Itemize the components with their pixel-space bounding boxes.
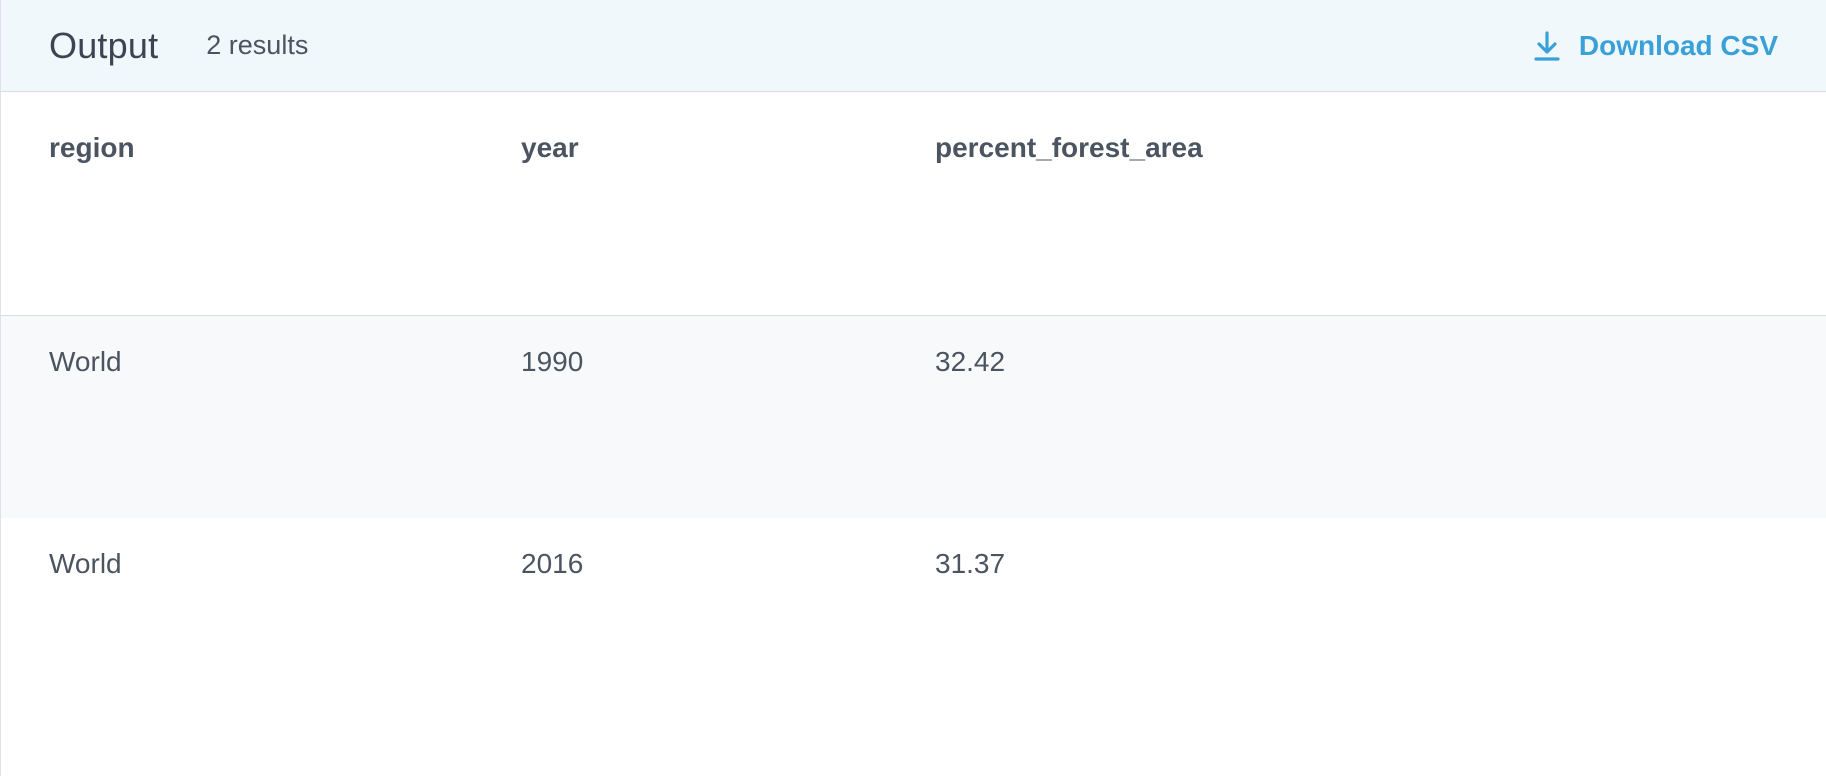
download-icon — [1533, 29, 1561, 63]
cell-year: 1990 — [521, 346, 584, 377]
result-count: 2 results — [206, 30, 309, 60]
download-csv-label: Download CSV — [1578, 29, 1778, 61]
column-header-percent-forest-area: percent_forest_area — [935, 132, 1203, 163]
cell-percent-forest-area: 31.37 — [935, 548, 1006, 579]
cell-region: World — [49, 346, 122, 377]
column-header-year: year — [521, 132, 579, 163]
output-header: Output 2 results Download CSV — [1, 0, 1826, 92]
cell-percent-forest-area: 32.42 — [935, 346, 1006, 377]
output-title: Output — [49, 24, 159, 66]
cell-region: World — [49, 548, 122, 579]
column-header-region: region — [49, 132, 135, 163]
cell-year: 2016 — [521, 548, 584, 579]
table-row: World 2016 31.37 — [1, 518, 1826, 720]
table-row: World 1990 32.42 — [1, 316, 1826, 518]
download-csv-button[interactable]: Download CSV — [1533, 29, 1778, 63]
results-table: region year percent_forest_area World 19… — [1, 92, 1826, 720]
table-header-row: region year percent_forest_area — [1, 92, 1826, 316]
